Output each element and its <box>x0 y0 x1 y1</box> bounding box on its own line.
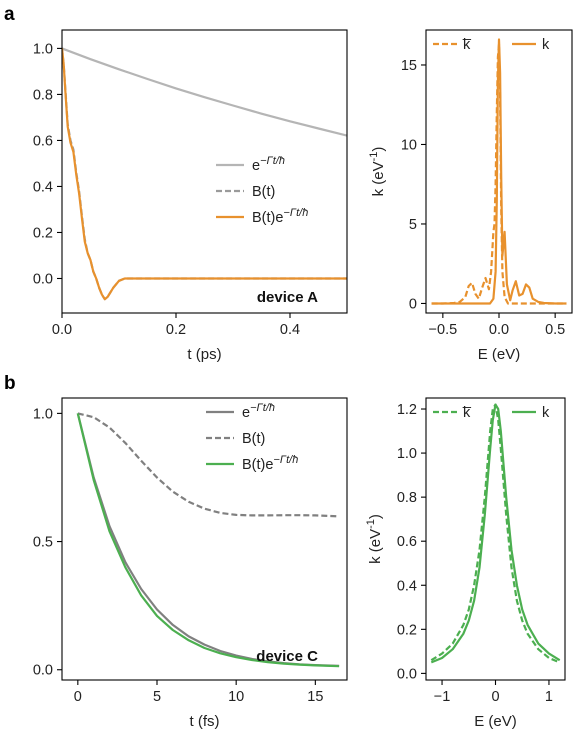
series-line-b <box>77 412 340 518</box>
y-tick-label: 0.0 <box>33 663 53 679</box>
y-tick-label: 1.2 <box>397 402 417 418</box>
series-line-kbar <box>431 43 567 305</box>
y-tick-label: 0.6 <box>397 534 417 550</box>
x-tick-label: 0.2 <box>166 322 186 338</box>
panel-label-a: a <box>4 4 15 25</box>
y-tick-label: 15 <box>401 58 417 74</box>
legend-label-b: B(t) <box>252 184 275 200</box>
y-tick-label: 5 <box>409 217 417 233</box>
x-tick-label: −0.5 <box>429 322 458 338</box>
series-line-bexp <box>76 413 340 668</box>
x-axis-label: t (ps) <box>187 346 221 363</box>
x-tick-label: 15 <box>307 689 323 705</box>
x-tick-label: 0 <box>74 689 82 705</box>
y-tick-label: 0.0 <box>397 666 417 682</box>
x-axis-label: t (fs) <box>190 713 220 730</box>
legend-label-bexp: B(t)e−Γt/ħ <box>242 454 298 473</box>
y-tick-label: 10 <box>401 137 417 153</box>
x-tick-label: 0.0 <box>489 322 509 338</box>
chart-b-spectrum: −1 0 1 0.0 0.2 0.4 0.6 0.8 1.0 1.2 E (eV) k (eV-1) k… <box>365 397 566 730</box>
device-annotation: device A <box>257 289 318 306</box>
x-tick-label: 0.4 <box>280 322 300 338</box>
chart-a-time: 0.0 0.2 0.4 0.0 0.2 0.4 0.6 0.8 1.0 t (ps) device … <box>33 29 348 363</box>
legend-label-exp: e−Γt/ħ <box>242 402 275 421</box>
y-tick-label: 1.0 <box>33 41 53 57</box>
y-tick-label: 0.4 <box>397 578 417 594</box>
legend-label-exp: e−Γt/ħ <box>252 155 285 174</box>
series-line-exp <box>62 47 347 137</box>
legend-label-b: B(t) <box>242 431 265 447</box>
legend-label-kbar: k̅ <box>462 405 472 421</box>
x-tick-label: 0.0 <box>52 322 72 338</box>
y-axis-label: k (eV-1) <box>368 147 387 197</box>
legend-label-k: k <box>542 405 550 421</box>
y-tick-label: 0.5 <box>33 535 53 551</box>
series-line-bexp <box>62 48 347 301</box>
series-line-k <box>430 403 561 664</box>
series-line-b <box>62 48 347 301</box>
x-axis-label: E (eV) <box>474 713 517 730</box>
legend: k̅ k <box>433 405 550 421</box>
series-line-k <box>431 38 567 305</box>
x-tick-label: 1 <box>545 689 553 705</box>
y-tick-label: 0.8 <box>33 87 53 103</box>
legend-label-kbar: k̅ <box>462 37 472 53</box>
y-tick-label: 1.0 <box>33 406 53 422</box>
plot-frame <box>61 397 348 681</box>
panel-label-b: b <box>4 373 16 394</box>
x-tick-label: 0.5 <box>545 322 565 338</box>
y-tick-label: 0.4 <box>33 179 53 195</box>
plot-frame <box>425 397 566 681</box>
y-tick-label: 1.0 <box>397 446 417 462</box>
y-tick-label: 0.0 <box>33 271 53 287</box>
y-tick-label: 0.6 <box>33 133 53 149</box>
chart-a-spectrum: −0.5 0.0 0.5 0 5 10 15 E (eV) k (eV-1) k̅ k <box>368 29 573 363</box>
y-tick-label: 0.2 <box>33 225 53 241</box>
charts-layer: 0.0 0.2 0.4 0.0 0.2 0.4 0.6 0.8 1.0 t (ps) device … <box>33 29 573 730</box>
series-line-exp <box>76 413 340 667</box>
y-tick-label: 0.2 <box>397 622 417 638</box>
x-tick-label: 0 <box>491 689 499 705</box>
legend-label-bexp: B(t)e−Γt/ħ <box>252 207 308 226</box>
x-tick-label: 5 <box>153 689 161 705</box>
y-tick-label: 0 <box>409 296 417 312</box>
legend: k̅ k <box>433 37 550 53</box>
series-line-kbar <box>430 403 561 664</box>
x-tick-label: −1 <box>434 689 451 705</box>
y-axis-label: k (eV-1) <box>365 514 384 564</box>
legend-label-k: k <box>542 37 550 53</box>
x-axis-label: E (eV) <box>478 346 521 363</box>
x-tick-label: 10 <box>228 689 244 705</box>
device-annotation: device C <box>256 648 318 665</box>
legend: e−Γt/ħ B(t) B(t)e−Γt/ħ <box>216 155 308 226</box>
y-tick-label: 0.8 <box>397 490 417 506</box>
legend: e−Γt/ħ B(t) B(t)e−Γt/ħ <box>206 402 298 473</box>
plot-frame <box>61 29 348 314</box>
chart-b-time: 0 5 10 15 0.0 0.5 1.0 t (fs) device C e−Γt/ħ B(t) B… <box>33 397 348 730</box>
